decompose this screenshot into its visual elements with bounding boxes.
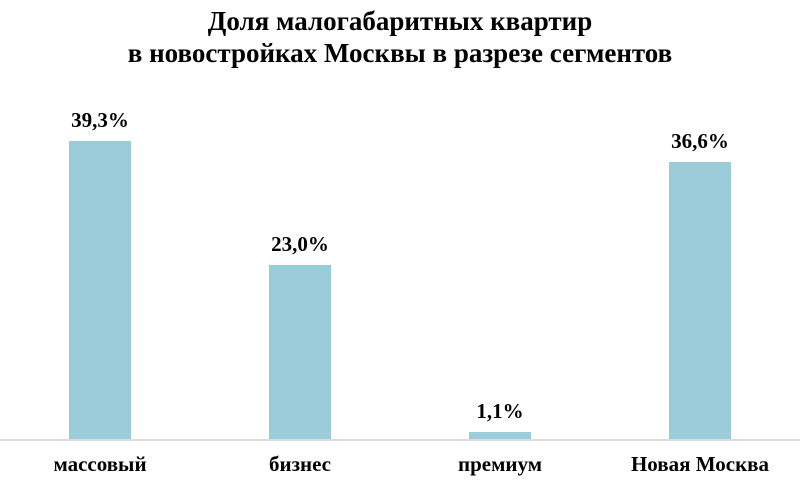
- plot-area: 39,3% 23,0% 1,1% 36,6%: [69, 108, 731, 440]
- x-axis-label-бизнес: бизнес: [268, 452, 332, 476]
- x-axis-label-премиум: премиум: [457, 452, 543, 476]
- chart-title: Доля малогабаритных квартир в новостройк…: [0, 5, 800, 69]
- x-axis-label-Новая Москва: Новая Москва: [630, 452, 770, 476]
- bar-премиум: [469, 432, 531, 440]
- bar-массовый: [69, 141, 131, 440]
- data-label-Новая Москва: 36,6%: [671, 129, 729, 153]
- x-axis-label-массовый: массовый: [53, 452, 147, 476]
- chart-title-line2: в новостройках Москвы в разрезе сегменто…: [127, 38, 673, 68]
- bar-Новая Москва: [669, 162, 731, 440]
- data-label-бизнес: 23,0%: [271, 232, 329, 256]
- chart-title-line1: Доля малогабаритных квартир: [207, 6, 593, 36]
- data-label-массовый: 39,3%: [71, 108, 129, 132]
- x-axis-line: [0, 439, 800, 441]
- bar-бизнес: [269, 265, 331, 440]
- data-label-премиум: 1,1%: [476, 399, 524, 423]
